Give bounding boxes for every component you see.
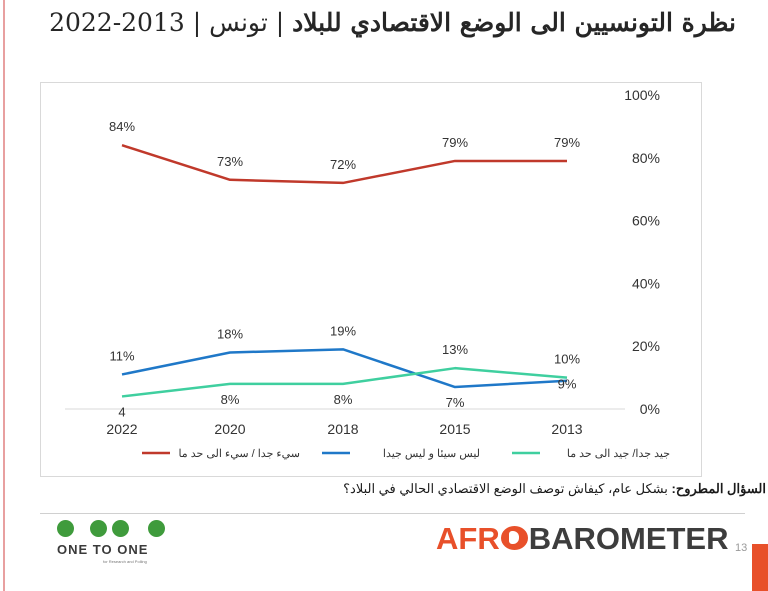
afro-part2: BAROMETER: [528, 521, 729, 556]
logo-dot-icon: [148, 520, 165, 537]
logo-dot-icon: [90, 520, 107, 537]
data-label: 8%: [334, 392, 353, 407]
data-label: 19%: [330, 323, 356, 338]
page-number: 13: [735, 542, 748, 554]
data-label: 4: [118, 404, 125, 419]
afro-part1: AFR: [436, 521, 500, 556]
y-tick-label: 100%: [624, 87, 660, 103]
title-main: نظرة التونسيين الى الوضع الاقتصادي للبلا…: [292, 8, 736, 37]
x-tick-label: 2022: [106, 421, 137, 437]
data-label: 72%: [330, 157, 356, 172]
data-label: 8%: [221, 392, 240, 407]
data-label: 9%: [558, 377, 577, 392]
series-line: [121, 348, 568, 389]
title-rest: | تونس | 2013-2022: [49, 8, 285, 37]
corner-accent: [752, 544, 768, 591]
logo-dot-icon: [112, 520, 129, 537]
africa-map-icon: [500, 526, 528, 550]
legend-label: جيد جدا/ جيد الى حد ما: [567, 448, 670, 460]
page-title: نظرة التونسيين الى الوضع الاقتصادي للبلا…: [36, 8, 736, 37]
x-tick-label: 2018: [327, 421, 358, 437]
data-label: 79%: [554, 135, 580, 150]
data-label: 10%: [554, 352, 580, 367]
legend-label: ليس سيئا و ليس جيدا: [383, 448, 480, 460]
one-to-one-logo: ONE TO ONE for Research and Polling: [55, 520, 170, 572]
one-to-one-subtext: for Research and Polling: [103, 559, 147, 564]
chart-panel: [40, 82, 702, 477]
y-tick-label: 0%: [640, 401, 660, 417]
data-label: 73%: [217, 154, 243, 169]
question-label: السؤال المطروح:: [671, 481, 766, 496]
data-label: 7%: [446, 395, 465, 410]
y-tick-label: 60%: [632, 213, 660, 229]
legend-label: سيء جدا / سيء الى حد ما: [178, 448, 300, 460]
x-tick-label: 2015: [439, 421, 470, 437]
data-label: 11%: [109, 348, 134, 363]
data-label: 18%: [217, 326, 243, 341]
y-tick-label: 20%: [632, 338, 660, 354]
logo-dot-icon: [57, 520, 74, 537]
left-accent-rule: [3, 0, 5, 591]
data-label: 84%: [109, 119, 135, 134]
series-line: [121, 366, 568, 398]
data-label: 13%: [442, 342, 468, 357]
survey-question: السؤال المطروح: بشكل عام، كيفاش توصف الو…: [66, 481, 766, 497]
y-tick-label: 80%: [632, 150, 660, 166]
series-line: [121, 144, 567, 185]
footer-divider: [40, 513, 745, 514]
data-label: 79%: [442, 135, 468, 150]
afrobarometer-logo: AFR BAROMETER: [436, 521, 729, 557]
one-to-one-text: ONE TO ONE: [57, 542, 149, 557]
x-tick-label: 2013: [551, 421, 582, 437]
line-chart: 0% 20% 40% 60% 80% 100% 2022 2020 2018 2015 2013 84…: [65, 87, 670, 460]
question-text: بشكل عام، كيفاش توصف الوضع الاقتصادي الح…: [343, 481, 668, 496]
y-tick-label: 40%: [632, 275, 660, 291]
x-tick-label: 2020: [214, 421, 245, 437]
